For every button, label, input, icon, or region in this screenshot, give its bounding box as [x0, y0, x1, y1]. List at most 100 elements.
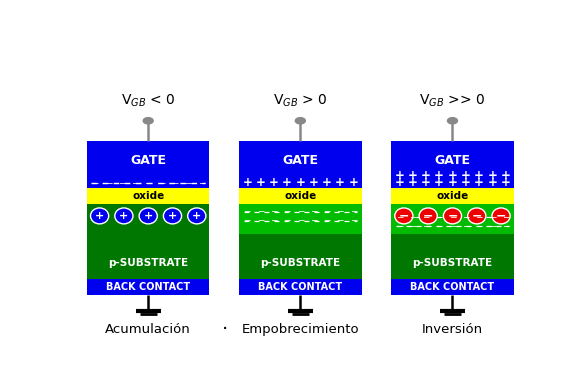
Circle shape: [448, 118, 458, 124]
Bar: [239, 188, 362, 204]
Text: −: −: [422, 212, 430, 221]
Ellipse shape: [139, 208, 157, 224]
Text: +: +: [488, 169, 498, 182]
Circle shape: [295, 118, 305, 124]
Text: −: −: [350, 216, 357, 225]
Text: −: −: [270, 216, 278, 225]
Text: −: −: [435, 212, 443, 221]
Text: p-SUBSTRATE: p-SUBSTRATE: [413, 258, 492, 268]
Text: −: −: [422, 221, 430, 230]
Text: −: −: [489, 221, 496, 230]
Text: V$_{GB}$ < 0: V$_{GB}$ < 0: [121, 92, 175, 108]
Text: +: +: [144, 211, 153, 221]
Text: −: −: [336, 206, 344, 216]
Text: V$_{GB}$ >> 0: V$_{GB}$ >> 0: [420, 92, 486, 108]
Text: −: −: [398, 209, 409, 222]
Text: V$_{GB}$ > 0: V$_{GB}$ > 0: [273, 92, 328, 108]
Text: +: +: [434, 176, 444, 189]
Text: Empobrecimiento: Empobrecimiento: [241, 323, 359, 336]
Text: +: +: [408, 169, 418, 182]
Text: Inversión: Inversión: [422, 323, 483, 336]
Bar: [239, 204, 362, 234]
Text: −: −: [447, 209, 458, 222]
Text: +: +: [309, 176, 319, 189]
Bar: [391, 141, 514, 188]
Ellipse shape: [444, 208, 462, 224]
Bar: [391, 279, 514, 295]
Text: +: +: [322, 176, 332, 189]
Bar: [239, 279, 362, 295]
Text: −: −: [283, 216, 291, 225]
Text: p-SUBSTRATE: p-SUBSTRATE: [108, 258, 188, 268]
Text: −: −: [462, 221, 469, 230]
Text: −: −: [336, 216, 344, 225]
Text: −: −: [396, 212, 403, 221]
Text: −: −: [118, 178, 125, 187]
Ellipse shape: [468, 208, 486, 224]
Bar: [391, 188, 514, 204]
Text: +: +: [95, 211, 104, 221]
Text: p-SUBSTRATE: p-SUBSTRATE: [260, 258, 340, 268]
Text: Acumulación: Acumulación: [105, 323, 191, 336]
Text: GATE: GATE: [130, 154, 166, 166]
Text: +: +: [335, 176, 345, 189]
Text: oxide: oxide: [437, 191, 469, 201]
Text: +: +: [349, 176, 359, 189]
Bar: [391, 204, 514, 279]
Text: +: +: [500, 169, 510, 182]
Text: BACK CONTACT: BACK CONTACT: [106, 282, 190, 292]
Text: +: +: [255, 176, 265, 189]
Text: oxide: oxide: [132, 191, 164, 201]
Text: −: −: [462, 212, 469, 221]
Text: BACK CONTACT: BACK CONTACT: [410, 282, 495, 292]
Text: +: +: [295, 176, 305, 189]
Text: +: +: [269, 176, 279, 189]
Text: +: +: [461, 176, 471, 189]
Text: −: −: [243, 216, 251, 225]
Text: −: −: [502, 212, 509, 221]
Text: +: +: [448, 169, 458, 182]
Text: −: −: [310, 216, 318, 225]
Text: −: −: [257, 216, 264, 225]
Text: +: +: [500, 176, 510, 189]
Bar: [391, 204, 514, 234]
Text: +: +: [408, 176, 418, 189]
Text: −: −: [104, 178, 112, 187]
Text: GATE: GATE: [282, 154, 318, 166]
Bar: [239, 141, 362, 188]
Text: BACK CONTACT: BACK CONTACT: [258, 282, 342, 292]
Text: −: −: [449, 212, 456, 221]
Bar: [87, 204, 210, 279]
Text: −: −: [144, 178, 152, 187]
Text: −: −: [297, 206, 304, 216]
Text: −: −: [91, 178, 99, 187]
Text: −: −: [423, 209, 434, 222]
Text: +: +: [421, 176, 431, 189]
Text: +: +: [168, 211, 177, 221]
Text: −: −: [350, 206, 357, 216]
Ellipse shape: [188, 208, 206, 224]
Text: −: −: [323, 206, 331, 216]
Ellipse shape: [163, 208, 182, 224]
Text: −: −: [396, 221, 403, 230]
Ellipse shape: [395, 208, 413, 224]
Text: −: −: [472, 209, 482, 222]
Text: +: +: [448, 176, 458, 189]
Text: −: −: [310, 206, 318, 216]
Bar: [239, 204, 362, 279]
Text: −: −: [184, 178, 192, 187]
Text: −: −: [257, 206, 264, 216]
Text: +: +: [421, 169, 431, 182]
Text: −: −: [475, 221, 483, 230]
Text: .: .: [222, 314, 229, 333]
Text: −: −: [283, 206, 291, 216]
Text: −: −: [409, 221, 417, 230]
Text: +: +: [120, 211, 128, 221]
Text: +: +: [394, 169, 404, 182]
Text: −: −: [475, 212, 483, 221]
Ellipse shape: [419, 208, 437, 224]
Text: −: −: [435, 221, 443, 230]
Ellipse shape: [90, 208, 108, 224]
Text: +: +: [474, 176, 484, 189]
Text: −: −: [502, 221, 509, 230]
